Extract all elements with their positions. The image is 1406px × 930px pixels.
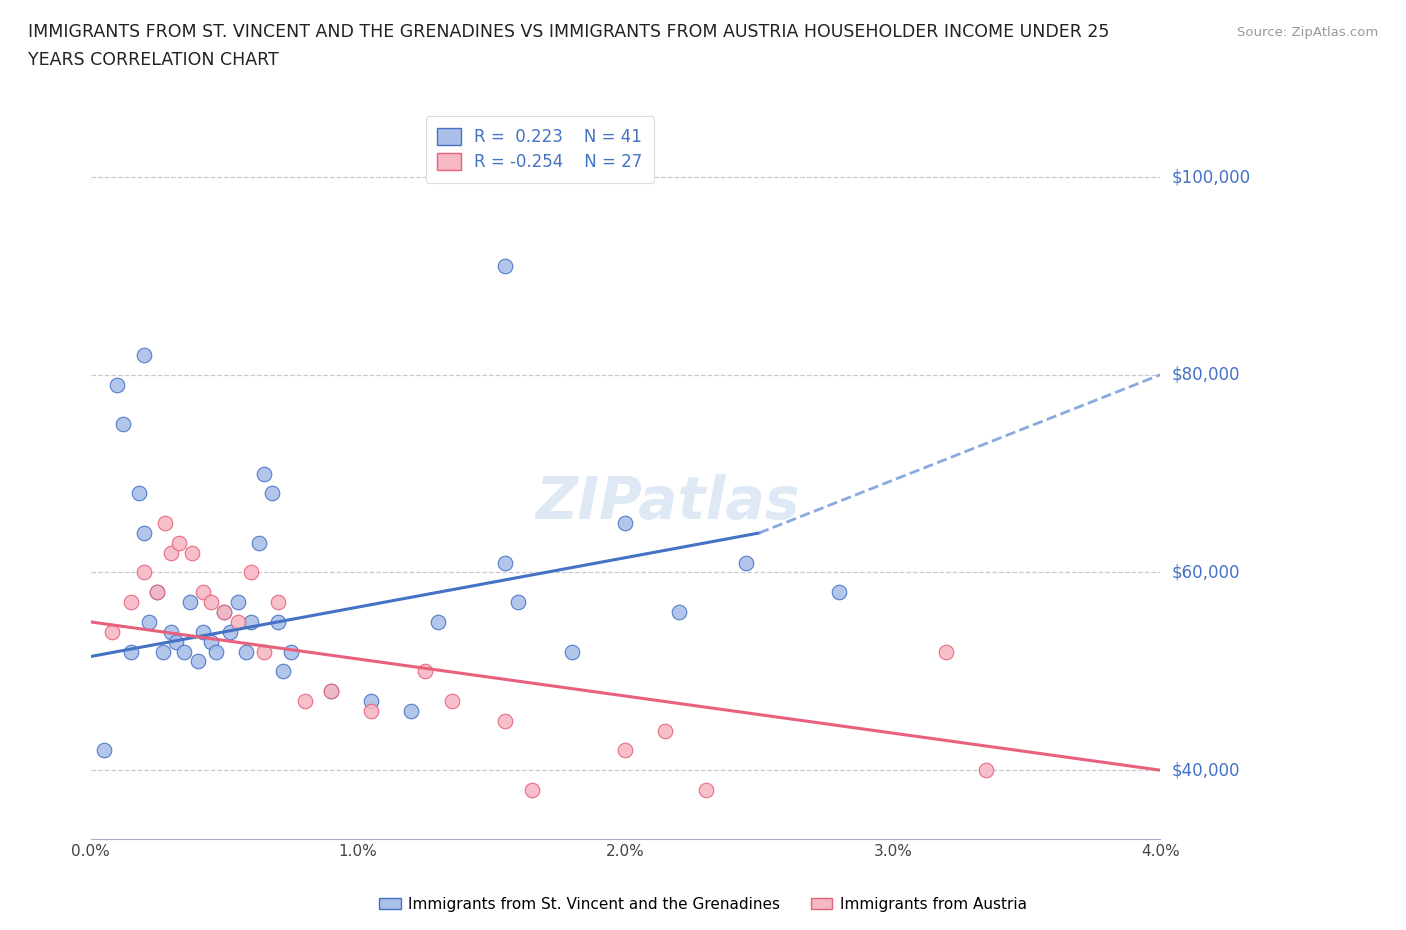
Point [360,703,382,718]
Point [128,486,150,501]
Point [240,615,263,630]
Point [214,604,236,619]
Point [262,486,284,501]
Point [976,763,998,777]
Text: YEARS CORRELATION CHART: YEARS CORRELATION CHART [28,51,278,69]
Text: $80,000: $80,000 [1171,365,1240,384]
Point [271,664,294,679]
Point [253,644,276,659]
Point [120,594,142,609]
Point [218,624,240,639]
Point [734,555,756,570]
Legend: R =  0.223    N = 41, R = -0.254    N = 27: R = 0.223 N = 41, R = -0.254 N = 27 [426,116,654,182]
Point [132,565,155,580]
Text: $100,000: $100,000 [1171,168,1250,186]
Point [200,634,222,649]
Point [654,724,676,738]
Text: Source: ZipAtlas.com: Source: ZipAtlas.com [1237,26,1378,39]
Point [828,585,851,600]
Point [440,694,463,709]
Point [280,644,302,659]
Point [93,743,115,758]
Point [152,644,174,659]
Text: $60,000: $60,000 [1171,564,1240,581]
Point [508,594,530,609]
Point [155,515,177,530]
Point [191,624,214,639]
Text: ZIPatlas: ZIPatlas [536,474,800,531]
Point [614,515,637,530]
Point [181,545,204,560]
Point [494,259,516,273]
Point [668,604,690,619]
Point [132,348,155,363]
Point [267,615,290,630]
Point [120,644,142,659]
Point [111,417,134,432]
Point [235,644,257,659]
Point [226,615,249,630]
Point [360,694,382,709]
Text: $40,000: $40,000 [1171,761,1240,779]
Point [187,654,209,669]
Point [494,713,516,728]
Point [401,703,423,718]
Point [160,545,183,560]
Point [165,634,187,649]
Point [247,536,270,551]
Point [253,466,276,481]
Point [294,694,316,709]
Point [614,743,637,758]
Point [160,624,183,639]
Point [179,594,201,609]
Point [240,565,263,580]
Point [146,585,169,600]
Point [935,644,957,659]
Point [226,594,249,609]
Text: IMMIGRANTS FROM ST. VINCENT AND THE GRENADINES VS IMMIGRANTS FROM AUSTRIA HOUSEH: IMMIGRANTS FROM ST. VINCENT AND THE GREN… [28,23,1109,41]
Point [173,644,195,659]
Point [321,684,343,698]
Point [494,555,516,570]
Point [200,594,222,609]
Point [413,664,436,679]
Point [146,585,169,600]
Point [101,624,124,639]
Point [214,604,236,619]
Point [321,684,343,698]
Legend: Immigrants from St. Vincent and the Grenadines, Immigrants from Austria: Immigrants from St. Vincent and the Gren… [373,891,1033,918]
Point [191,585,214,600]
Point [695,782,717,797]
Point [561,644,583,659]
Point [267,594,290,609]
Point [105,378,128,392]
Point [520,782,543,797]
Point [205,644,228,659]
Point [132,525,155,540]
Point [138,615,160,630]
Point [167,536,190,551]
Point [427,615,450,630]
